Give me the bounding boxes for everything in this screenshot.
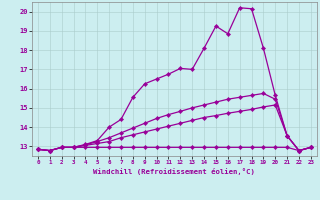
X-axis label: Windchill (Refroidissement éolien,°C): Windchill (Refroidissement éolien,°C) <box>93 168 255 175</box>
